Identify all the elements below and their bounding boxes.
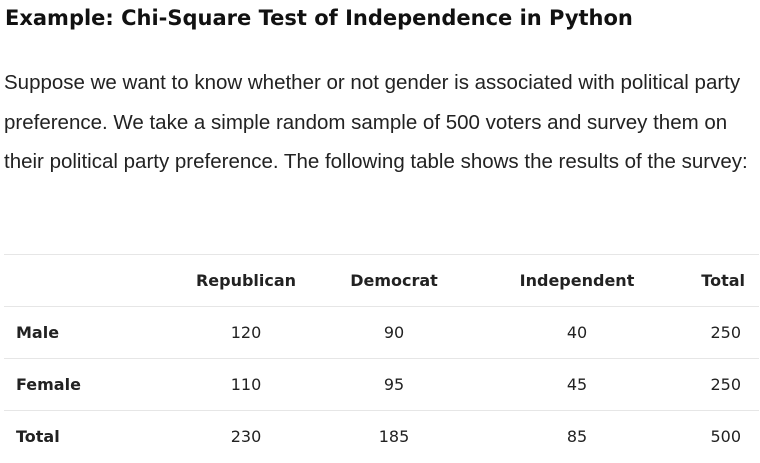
page-title: Example: Chi-Square Test of Independence…	[5, 6, 633, 30]
table-cell: 250	[710, 323, 741, 342]
table-row: Female 110 95 45 250	[4, 358, 759, 411]
table-cell: 185	[378, 427, 410, 447]
table-cell: 110	[230, 375, 262, 394]
row-label-total: Total	[16, 427, 60, 447]
row-label-male: Male	[16, 323, 60, 342]
survey-results-table: Republican Democrat Independent Total Ma…	[4, 254, 759, 463]
intro-paragraph: Suppose we want to know whether or not g…	[4, 71, 748, 173]
header-cell-independent: Independent	[519, 271, 635, 290]
header-cell-total: Total	[701, 271, 745, 290]
header-cell-blank	[4, 255, 172, 307]
table-cell: 95	[383, 375, 405, 394]
table-cell: 120	[230, 323, 262, 342]
table-cell: 40	[566, 323, 588, 342]
table-cell: 45	[566, 375, 588, 394]
header-cell-republican: Republican	[195, 271, 297, 290]
table-row: Male 120 90 40 250	[4, 306, 759, 359]
table-cell: 90	[383, 323, 405, 342]
table-cell: 250	[710, 375, 741, 394]
table-header-row: Republican Democrat Independent Total	[4, 254, 759, 307]
table-cell: 500	[710, 427, 741, 447]
table-row: Total 230 185 85 500	[4, 410, 759, 463]
row-label-female: Female	[16, 375, 81, 394]
table-cell: 230	[230, 427, 262, 447]
header-cell-democrat: Democrat	[350, 271, 438, 290]
table-cell: 85	[566, 427, 588, 447]
